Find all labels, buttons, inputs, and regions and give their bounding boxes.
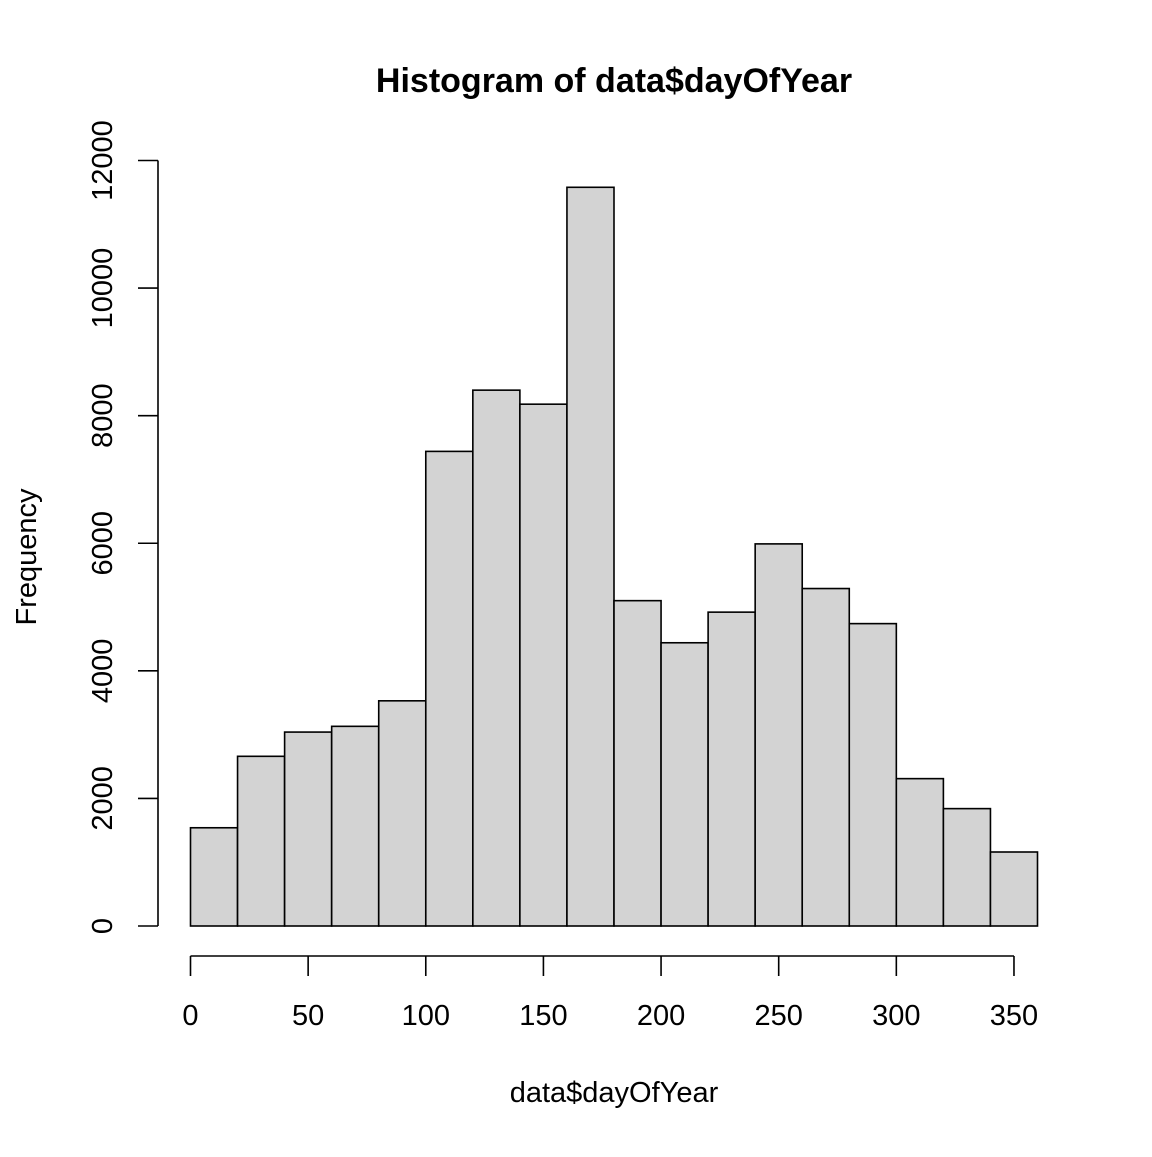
x-tick-label: 0 — [182, 1000, 198, 1032]
histogram-bar — [424, 450, 474, 927]
histogram-bar — [613, 599, 662, 927]
histogram-bar — [707, 611, 756, 927]
histogram-bar — [754, 543, 804, 927]
chart-title: Histogram of data$dayOfYear — [376, 62, 852, 100]
x-tick-label: 150 — [519, 1000, 567, 1032]
histogram-bar — [801, 587, 851, 927]
x-tick-label: 200 — [637, 1000, 685, 1032]
histogram-bar — [660, 641, 709, 927]
histogram-bar — [377, 700, 427, 927]
x-axis-label: data$dayOfYear — [510, 1077, 719, 1109]
y-tick-label: 8000 — [87, 383, 119, 448]
x-tick-label: 300 — [872, 1000, 920, 1032]
x-tick-label: 100 — [402, 1000, 450, 1032]
histogram-bar — [519, 403, 568, 927]
y-tick-label: 4000 — [87, 639, 119, 704]
histogram-bar — [472, 389, 521, 927]
y-tick-label: 12000 — [87, 120, 119, 201]
bars-layer — [189, 186, 1039, 927]
y-tick-label: 0 — [87, 918, 119, 934]
x-tick-label: 350 — [990, 1000, 1038, 1032]
histogram-bar — [848, 622, 898, 927]
x-axis: 0 50 100 150 200 250 300 350 — [182, 955, 1038, 1032]
x-tick-label: 250 — [754, 1000, 802, 1032]
y-axis: 0 2000 4000 6000 8000 10000 12000 — [87, 120, 159, 934]
histogram-bar — [895, 777, 945, 927]
y-axis-label: Frequency — [11, 488, 43, 626]
y-tick-label: 2000 — [87, 766, 119, 831]
histogram-bar — [283, 731, 333, 927]
histogram-bar — [942, 807, 992, 927]
y-tick-label: 6000 — [87, 511, 119, 576]
histogram-bar — [566, 186, 615, 927]
histogram-bar — [236, 755, 286, 927]
y-tick-label: 10000 — [87, 248, 119, 329]
histogram-bar — [189, 826, 239, 927]
histogram-bar — [989, 851, 1039, 927]
histogram-bar — [330, 725, 380, 927]
x-tick-label: 50 — [292, 1000, 324, 1032]
